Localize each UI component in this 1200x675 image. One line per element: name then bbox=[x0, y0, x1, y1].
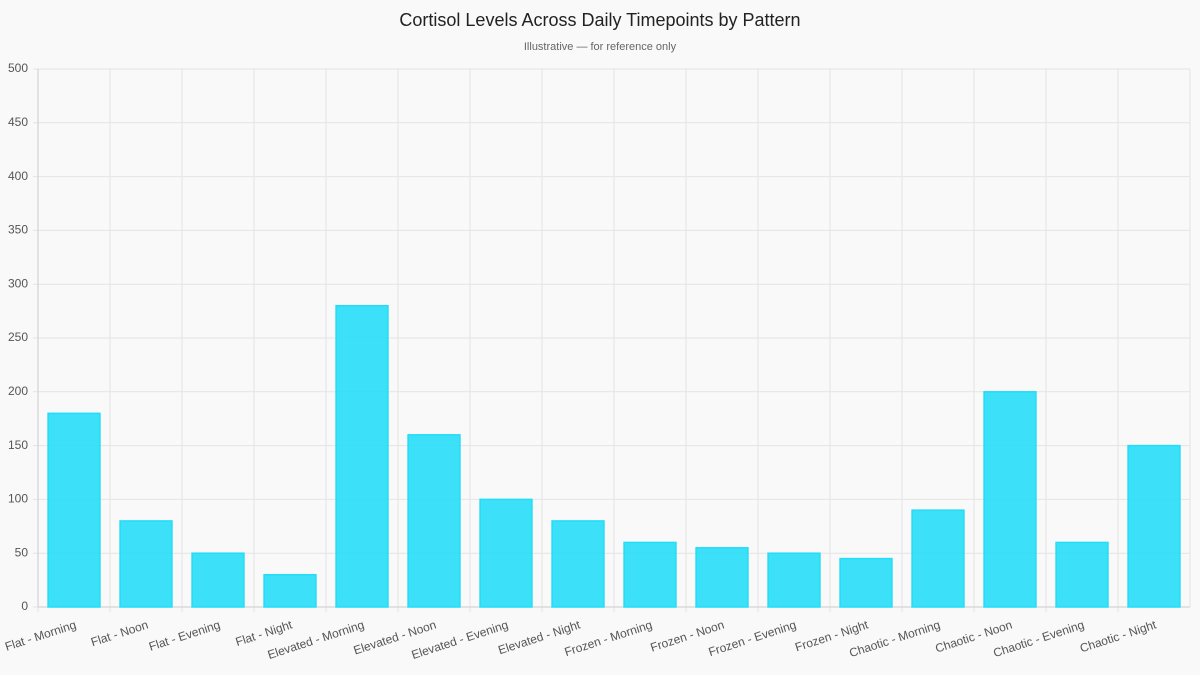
bar bbox=[407, 434, 461, 608]
bar bbox=[839, 557, 893, 608]
bar bbox=[911, 509, 965, 608]
bar bbox=[335, 304, 389, 608]
bar bbox=[119, 520, 173, 608]
y-tick-label: 200 bbox=[8, 384, 28, 398]
x-tick-label: Chaotic - Night bbox=[1078, 617, 1158, 655]
chart-title: Cortisol Levels Across Daily Timepoints … bbox=[399, 10, 800, 30]
bar bbox=[47, 412, 101, 608]
bar bbox=[695, 547, 749, 608]
y-tick-label: 100 bbox=[8, 492, 28, 506]
x-tick-label: Flat - Evening bbox=[147, 618, 222, 654]
bar bbox=[767, 552, 821, 608]
y-tick-label: 150 bbox=[8, 438, 28, 452]
y-tick-label: 400 bbox=[8, 169, 28, 183]
chart-subtitle: Illustrative — for reference only bbox=[524, 41, 677, 53]
x-tick-label: Flat - Morning bbox=[3, 618, 78, 654]
bar bbox=[479, 498, 533, 608]
bar bbox=[551, 520, 605, 608]
bar bbox=[623, 541, 677, 608]
x-tick-label: Flat - Noon bbox=[89, 618, 150, 650]
bar bbox=[191, 552, 245, 608]
y-tick-label: 50 bbox=[15, 545, 29, 559]
y-tick-label: 250 bbox=[8, 330, 28, 344]
bar bbox=[263, 573, 317, 608]
y-tick-label: 0 bbox=[21, 599, 28, 613]
y-tick-label: 500 bbox=[8, 61, 28, 75]
bar bbox=[1127, 444, 1181, 608]
y-tick-label: 450 bbox=[8, 115, 28, 129]
y-tick-label: 300 bbox=[8, 276, 28, 290]
y-tick-label: 350 bbox=[8, 223, 28, 237]
bar bbox=[1055, 541, 1109, 608]
bar bbox=[983, 391, 1037, 608]
